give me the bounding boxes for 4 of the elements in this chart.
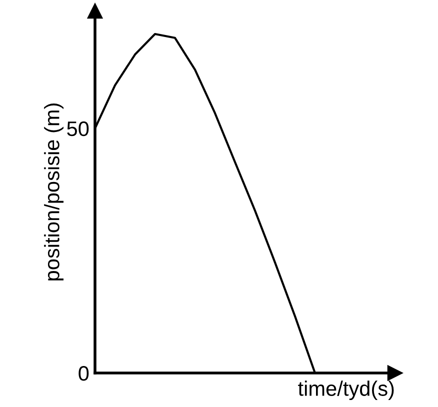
x-axis-title: time/tyd(s) xyxy=(298,380,394,400)
y-tick-label: 50 xyxy=(67,121,89,136)
y-axis-title: position/posisie (m) xyxy=(44,104,64,280)
y-tick-label: 0 xyxy=(78,366,89,381)
